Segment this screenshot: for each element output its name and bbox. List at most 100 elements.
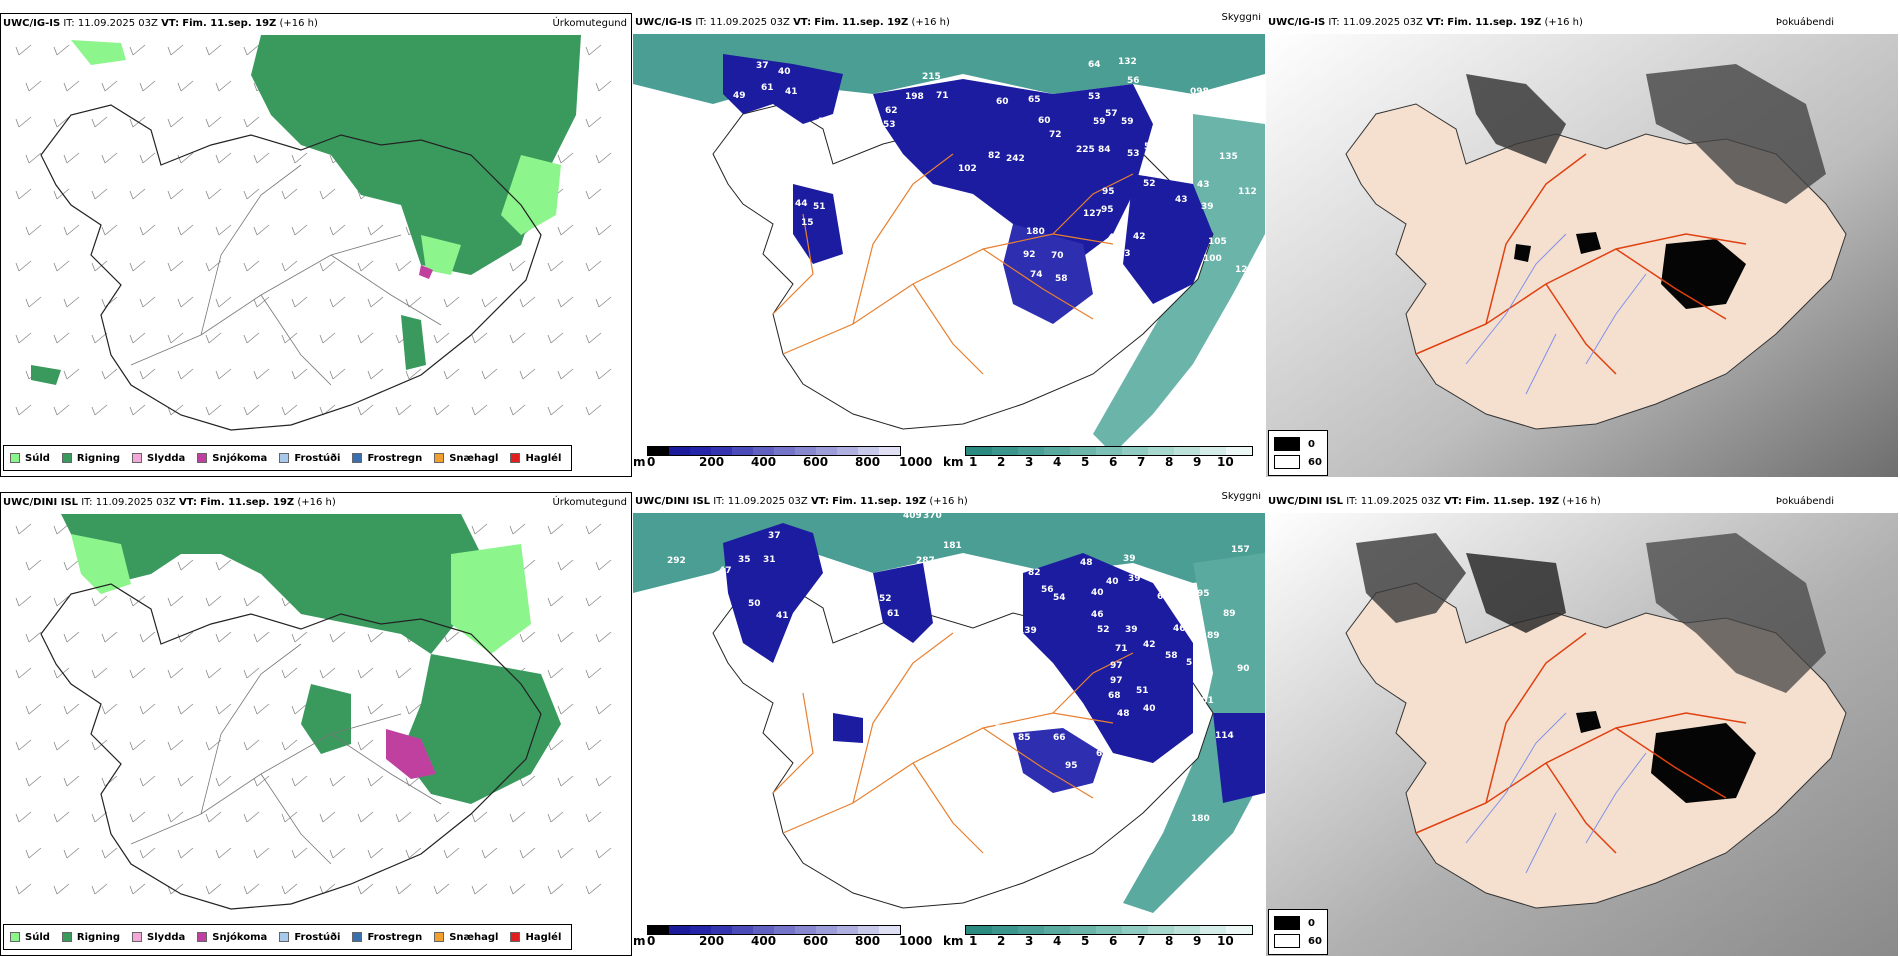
cloud-base-label: 67 xyxy=(1088,265,1101,275)
fog-legend-swatch xyxy=(1274,916,1300,930)
colorbar-segment xyxy=(669,447,690,455)
colorbar-segment xyxy=(837,926,858,934)
wind-barb xyxy=(357,883,374,895)
wind-barb xyxy=(557,631,574,643)
cloud-base-label: 46 xyxy=(850,674,863,684)
cloud-base-label: 121 xyxy=(946,217,965,227)
wind-barb xyxy=(177,368,194,380)
wind-barb xyxy=(25,296,42,308)
legend-item: Haglél xyxy=(510,932,561,943)
wind-barb xyxy=(547,332,564,344)
cloud-base-label: 89 xyxy=(1207,631,1220,641)
cloud-base-label: 51 xyxy=(1136,686,1149,696)
wind-barb xyxy=(281,260,298,272)
colorbar-segment xyxy=(669,926,690,934)
cloud-map[interactable]: 37 35 31 47 50 41 68 69 53 34 36 52 61 2… xyxy=(633,513,1265,956)
init-time: 11.09.2025 03Z xyxy=(709,17,790,28)
cloud-base-label: 95 xyxy=(1102,187,1115,197)
wind-barb xyxy=(281,811,298,823)
wind-barb xyxy=(15,44,32,56)
wind-barb xyxy=(471,332,488,344)
wind-barb xyxy=(595,224,612,236)
tick-label: 200 xyxy=(699,934,725,948)
cloud-base-label: 39 xyxy=(1128,574,1141,584)
wind-barb xyxy=(319,883,336,895)
wind-barb xyxy=(63,559,80,571)
low-cloud-northeast xyxy=(1023,553,1193,763)
panel-header: UWC/DINI ISL IT: 11.09.2025 03Z VT: Fim.… xyxy=(1268,496,1601,507)
cloud-base-label: 112 xyxy=(1238,187,1257,197)
legend-swatch xyxy=(279,932,290,942)
wind-barb xyxy=(177,703,194,715)
height-colorbar-strip xyxy=(647,446,901,456)
wind-barb xyxy=(53,260,70,272)
roads-red xyxy=(1415,632,1747,854)
tick-label: 7 xyxy=(1137,934,1146,948)
fog-dark-northeast xyxy=(1646,64,1826,204)
colorbar-segment xyxy=(1200,447,1226,455)
wind-barb xyxy=(547,404,564,416)
cloud-base-label: 72 xyxy=(1025,656,1038,666)
fog-black-spot xyxy=(1576,711,1601,733)
wind-barb xyxy=(25,559,42,571)
wind-barb xyxy=(129,883,146,895)
panel-title: Úrkomutegund xyxy=(552,18,627,29)
colorbar-segment xyxy=(816,926,837,934)
fog-map[interactable]: 0 60 xyxy=(1266,34,1898,477)
rivers xyxy=(1465,712,1647,874)
colorbar-segment xyxy=(1226,926,1252,934)
wind-barb xyxy=(557,296,574,308)
cloud-base-label: 39 xyxy=(1125,625,1138,635)
cloud-base-label: 53 xyxy=(1088,92,1101,102)
cloud-base-label: 56 xyxy=(1127,76,1140,86)
legend-item: Súld xyxy=(10,932,50,943)
wind-barb xyxy=(15,739,32,751)
cloud-base-label: 114 xyxy=(1215,731,1234,741)
cloud-base-label: 74 xyxy=(1030,270,1043,280)
roads-orange xyxy=(772,153,1134,375)
colorbar-segment xyxy=(1122,926,1148,934)
cloud-map[interactable]: 37 40 61 41 49 109 215 198 62 53 37 71 6… xyxy=(633,34,1265,477)
cloud-base-label: 61 xyxy=(887,609,900,619)
cloud-base-label: 180 xyxy=(1026,227,1045,237)
fog-map[interactable]: 0 60 xyxy=(1266,513,1898,956)
legend-swatch xyxy=(132,453,143,463)
roads-red xyxy=(1415,153,1747,375)
wind-barb xyxy=(53,595,70,607)
wind-barb xyxy=(139,703,156,715)
rain-area-mid xyxy=(301,684,351,754)
panel-header: UWC/DINI ISL IT: 11.09.2025 03Z VT: Fim.… xyxy=(635,496,968,507)
colorbar-segment xyxy=(753,926,774,934)
drizzle-area-east xyxy=(501,155,561,235)
wind-barb xyxy=(557,152,574,164)
precip-map[interactable]: Súld Rigning Slydda Snjókoma Frostúði Fr… xyxy=(1,514,631,955)
wind-barb xyxy=(481,296,498,308)
wind-barb xyxy=(53,44,70,56)
cloud-base-label: 65 xyxy=(1028,95,1041,105)
fog-legend-row: 0 xyxy=(1274,916,1315,930)
wind-barb xyxy=(557,559,574,571)
fog-legend: 0 60 xyxy=(1268,909,1328,955)
wind-barb xyxy=(367,631,384,643)
wind-barb xyxy=(281,188,298,200)
cloud-base-label: 68 xyxy=(1108,691,1121,701)
wind-barb xyxy=(53,739,70,751)
precip-map[interactable]: Súld Rigning Slydda Snjókoma Frostúði Fr… xyxy=(1,35,631,476)
legend-item: Frostregn xyxy=(352,932,422,943)
cloud-base-label: 53 xyxy=(1127,149,1140,159)
tick-label: 2 xyxy=(997,455,1006,469)
land-fill xyxy=(1345,582,1847,909)
wind-barb xyxy=(585,523,602,535)
wind-barb xyxy=(205,667,222,679)
colorbar-segment xyxy=(858,447,879,455)
cloud-base-label: 68 xyxy=(797,616,810,626)
panel-title: Skyggni xyxy=(1221,13,1261,23)
wind-barb xyxy=(15,883,32,895)
cloud-base-label: 48 xyxy=(1080,558,1093,568)
snow-area xyxy=(386,729,436,779)
cloud-base-label: 92 xyxy=(1023,250,1036,260)
wind-barb xyxy=(15,523,32,535)
cloud-base-label: 292 xyxy=(667,556,686,566)
wind-barb xyxy=(63,847,80,859)
tick-label: 800 xyxy=(855,455,881,469)
